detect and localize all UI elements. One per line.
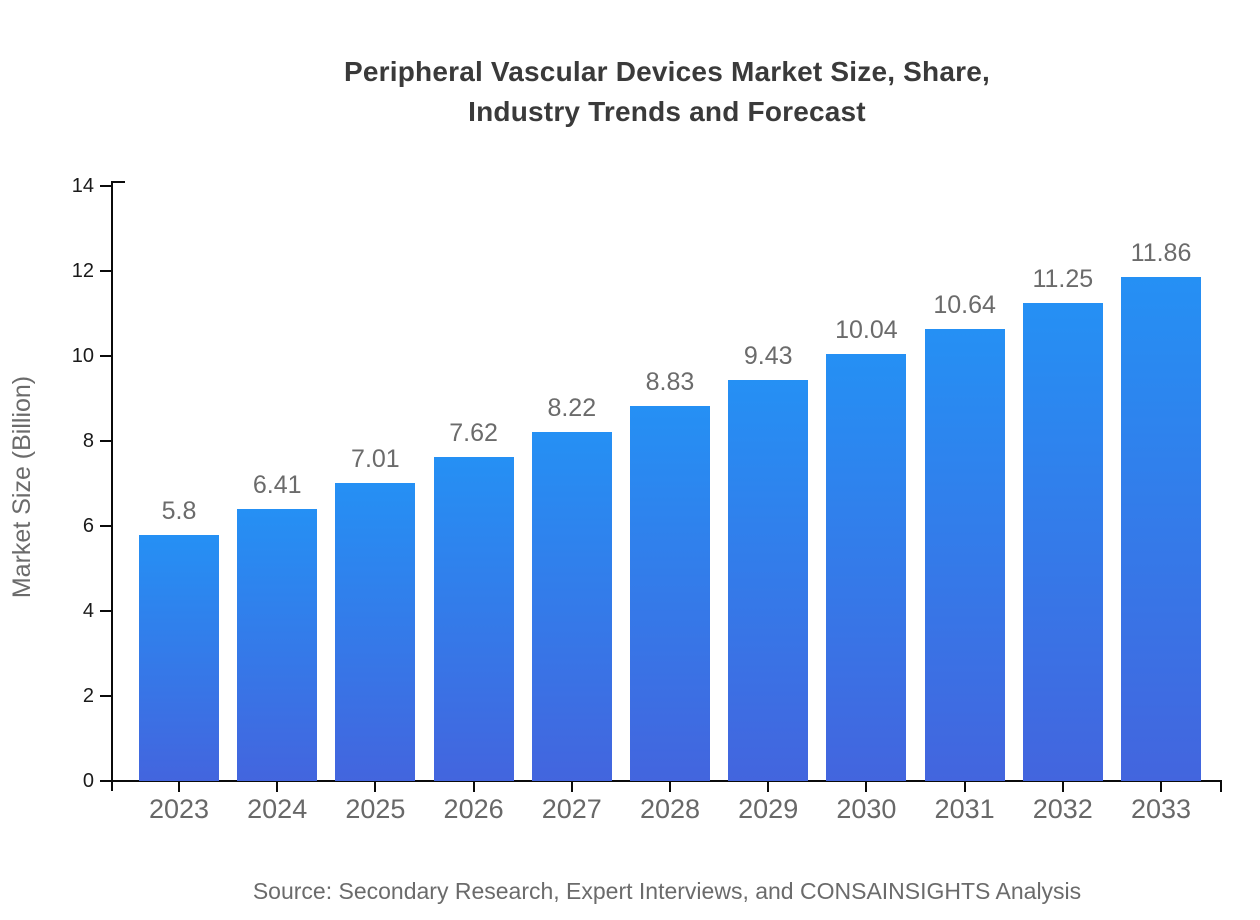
y-axis-tick [100, 780, 111, 782]
x-axis-tick [669, 782, 671, 792]
y-axis-tick-label: 2 [82, 685, 94, 707]
chart-title-line-1: Peripheral Vascular Devices Market Size,… [344, 56, 990, 87]
bar [1022, 302, 1103, 781]
bar [335, 483, 416, 781]
bar-value-label: 8.22 [547, 393, 597, 422]
y-axis-tick-label: 14 [71, 175, 94, 197]
y-axis-tick-label: 8 [82, 430, 94, 452]
x-axis-line [111, 780, 1222, 782]
y-axis-tick [100, 525, 111, 527]
bar [1121, 276, 1201, 781]
x-axis-tick-label: 2029 [738, 794, 799, 824]
y-axis-tick-label: 0 [82, 770, 94, 792]
y-axis-tick [100, 185, 111, 187]
bar [433, 457, 514, 781]
bar-value-label: 7.62 [449, 419, 498, 448]
bar-value-label: 6.41 [252, 470, 302, 499]
x-axis-tick-label: 2027 [541, 794, 602, 824]
x-axis-tick [963, 782, 966, 792]
bar-value-label: 10.04 [835, 316, 898, 345]
x-axis-tick-label: 2033 [1130, 794, 1192, 824]
bar-value-label: 8.83 [645, 367, 695, 396]
x-axis-tick [1160, 782, 1162, 792]
bar-value-label: 5.8 [161, 496, 197, 525]
y-axis-tick-label: 12 [71, 260, 94, 282]
bar [728, 380, 809, 781]
x-axis-tick [374, 782, 377, 792]
bar-value-label: 11.25 [1032, 264, 1094, 293]
y-axis-line [111, 181, 113, 791]
x-axis-tick [276, 782, 279, 792]
bar [237, 508, 318, 781]
y-axis-tick-label: 6 [82, 515, 94, 537]
x-axis-tick [767, 782, 770, 792]
x-axis-tick-label: 2026 [443, 794, 504, 824]
y-axis-tick [100, 355, 111, 357]
y-axis-top-cap [111, 181, 125, 183]
bar-value-label: 9.43 [743, 342, 793, 371]
x-axis-tick [570, 782, 573, 792]
x-axis-tick-label: 2030 [836, 794, 897, 824]
bar [924, 328, 1005, 781]
bar [531, 431, 612, 781]
x-axis-tick [1061, 782, 1064, 792]
source-note: Source: Secondary Research, Expert Inter… [252, 878, 1082, 904]
x-axis-tick [472, 782, 475, 792]
bar [630, 405, 710, 781]
x-axis-tick-label: 2028 [639, 794, 701, 824]
chart-title: Peripheral Vascular Devices Market Size,… [112, 52, 1222, 132]
x-axis-tick-label: 2031 [934, 794, 995, 824]
chart-title-line-2: Industry Trends and Forecast [468, 96, 866, 127]
x-axis-tick [178, 782, 180, 792]
bar [826, 354, 907, 781]
x-axis-tick-label: 2024 [247, 794, 308, 824]
x-axis-tick-label: 2025 [345, 794, 406, 824]
y-axis-tick [100, 270, 111, 272]
y-axis-tick [100, 440, 111, 442]
y-axis-tick-label: 10 [71, 345, 94, 367]
bar-value-label: 7.01 [351, 445, 400, 474]
bar-value-label: 10.64 [933, 290, 996, 319]
x-axis-tick-label: 2023 [148, 794, 210, 824]
x-axis-tick-label: 2032 [1032, 794, 1093, 824]
y-axis-tick [100, 610, 111, 612]
bar [139, 534, 219, 781]
x-axis-tick [865, 782, 868, 792]
y-axis-tick [100, 695, 111, 697]
y-axis-tick-label: 4 [82, 600, 94, 622]
bar-value-label: 11.86 [1130, 238, 1192, 267]
x-axis-right-cap [1220, 780, 1222, 792]
